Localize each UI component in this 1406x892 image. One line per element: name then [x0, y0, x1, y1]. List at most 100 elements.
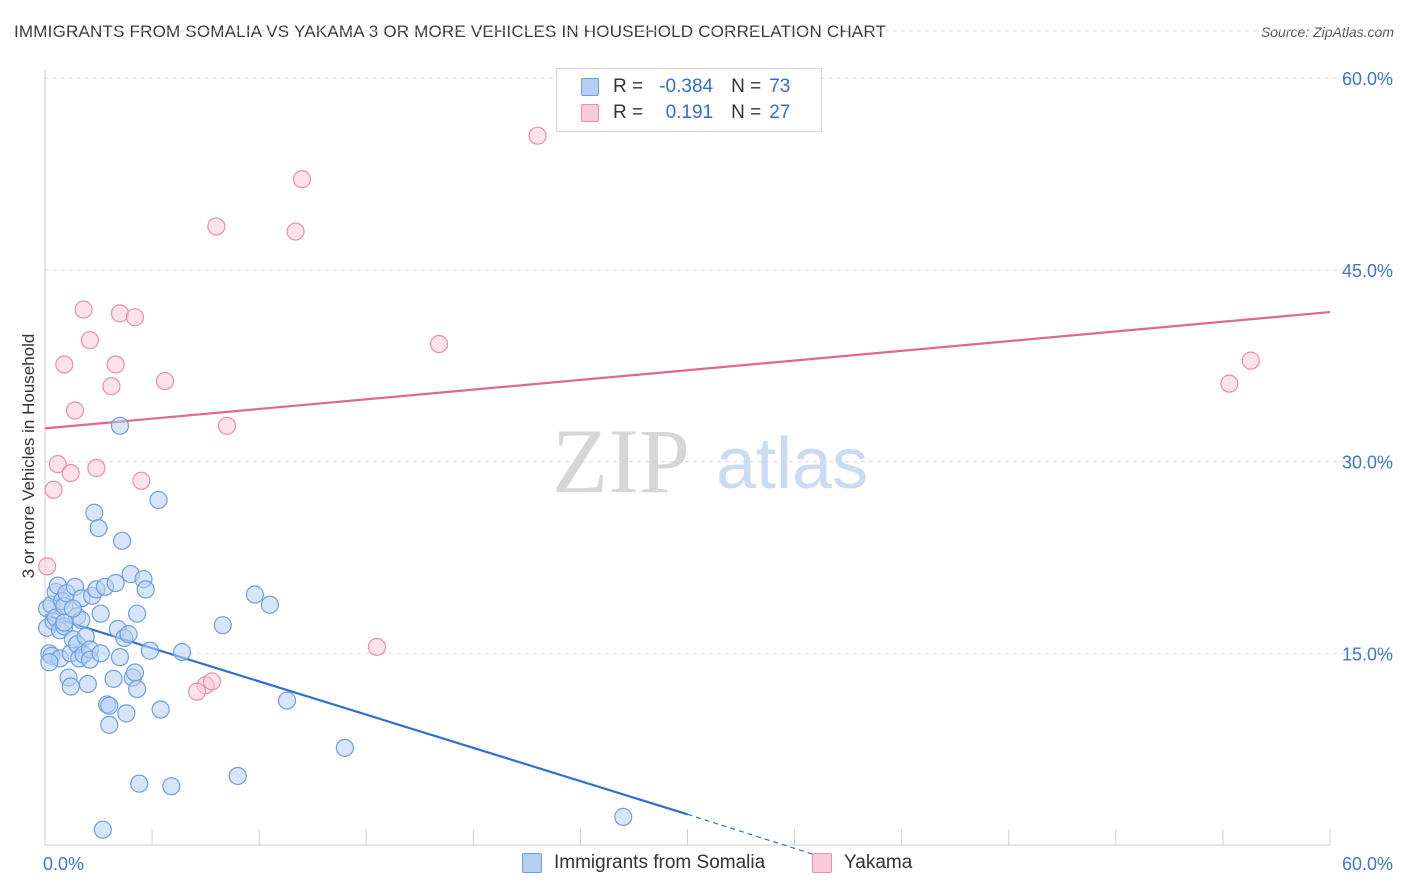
y-tick-label: 30.0%	[1342, 453, 1393, 473]
watermark: ZIP atlas	[552, 410, 868, 512]
point-yakama	[286, 222, 305, 241]
point-yakama	[367, 637, 387, 657]
point-yakama	[1220, 374, 1239, 393]
point-somalia	[136, 580, 155, 599]
point-yakama	[48, 455, 67, 474]
y-tick-label: 45.0%	[1342, 261, 1393, 281]
point-yakama	[155, 371, 175, 391]
y-axis-label: 3 or more Vehicles in Household	[19, 334, 38, 579]
point-yakama	[132, 471, 151, 490]
point-somalia	[117, 704, 136, 723]
point-somalia	[151, 700, 170, 719]
point-yakama	[202, 672, 222, 691]
legend-row-somalia: R = -0.384 N = 73	[581, 75, 790, 99]
point-somalia	[104, 669, 123, 688]
point-yakama	[429, 334, 449, 354]
point-somalia	[277, 691, 297, 710]
point-somalia	[93, 820, 112, 839]
point-somalia	[119, 625, 138, 644]
point-yakama	[80, 331, 100, 350]
legend-n-label: N =	[731, 102, 762, 123]
point-yakama	[44, 480, 63, 499]
series-legend: Immigrants from Somalia Yakama	[0, 852, 1406, 878]
point-somalia	[55, 613, 74, 632]
point-somalia	[213, 616, 232, 635]
trend-line	[44, 310, 1331, 430]
axes	[44, 70, 1331, 846]
point-somalia	[127, 679, 147, 699]
legend-swatch-blue	[522, 853, 542, 873]
point-yakama	[87, 458, 106, 478]
point-somalia	[335, 738, 354, 757]
point-somalia	[127, 604, 147, 623]
correlation-legend: R = -0.384 N = 73 R = 0.191 N = 27	[556, 68, 822, 132]
y-tick-label: 60.0%	[1342, 69, 1393, 89]
point-yakama	[55, 355, 74, 374]
legend-swatch-pink	[581, 104, 599, 122]
point-somalia	[91, 644, 110, 663]
legend-n-value: 73	[769, 76, 791, 97]
point-somalia	[89, 518, 108, 538]
point-somalia	[260, 595, 279, 614]
trend-line-extension	[687, 813, 817, 856]
point-somalia	[172, 642, 192, 662]
legend-series-name: Immigrants from Somalia	[554, 852, 766, 873]
legend-r-value: 0.191	[665, 102, 714, 123]
point-yakama	[65, 401, 85, 420]
chart-title: IMMIGRANTS FROM SOMALIA VS YAKAMA 3 OR M…	[14, 22, 887, 41]
point-somalia	[110, 648, 130, 667]
legend-series-name: Yakama	[844, 852, 913, 873]
point-yakama	[102, 377, 121, 396]
legend-n-label: N =	[731, 76, 762, 97]
point-somalia	[100, 696, 119, 715]
x-tick-label: 0.0%	[43, 854, 84, 874]
point-somalia	[85, 503, 104, 522]
legend-row-yakama: R = 0.191 N = 27	[581, 101, 790, 125]
legend-n-value: 27	[769, 102, 791, 123]
point-yakama	[217, 416, 237, 435]
grid-lines	[45, 30, 1392, 654]
point-somalia	[91, 604, 110, 623]
point-yakama	[61, 464, 80, 483]
point-yakama	[110, 304, 130, 323]
point-yakama	[207, 217, 226, 236]
point-somalia	[149, 490, 168, 510]
legend-item-yakama: Yakama	[812, 852, 912, 874]
data-points	[38, 126, 1260, 839]
point-somalia	[125, 663, 145, 682]
point-somalia	[112, 531, 132, 550]
point-yakama	[528, 126, 547, 145]
point-somalia	[40, 653, 59, 672]
tick-labels: 15.0% 30.0% 45.0% 60.0% 0.0% 60.0%	[43, 69, 1393, 874]
point-somalia	[140, 641, 160, 660]
point-somalia	[63, 599, 82, 618]
point-yakama	[38, 557, 57, 576]
point-yakama	[1241, 351, 1260, 370]
legend-item-somalia: Immigrants from Somalia	[522, 852, 765, 874]
point-somalia	[614, 807, 633, 826]
point-somalia	[78, 674, 97, 694]
point-somalia	[110, 416, 130, 435]
point-somalia	[106, 573, 125, 593]
legend-swatch-pink	[812, 853, 832, 873]
point-somalia	[228, 766, 247, 786]
point-somalia	[162, 777, 181, 796]
point-yakama	[74, 300, 93, 319]
source-credit: Source: ZipAtlas.com	[1260, 24, 1394, 40]
watermark-zip: ZIP	[552, 410, 690, 512]
y-tick-label: 15.0%	[1342, 644, 1393, 664]
watermark-atlas: atlas	[716, 424, 868, 504]
x-tick-label: 60.0%	[1342, 854, 1393, 874]
legend-r-label: R =	[613, 102, 644, 123]
point-yakama	[106, 355, 125, 374]
point-yakama	[125, 308, 145, 327]
point-somalia	[245, 585, 264, 604]
legend-r-value: -0.384	[659, 76, 714, 97]
point-somalia	[130, 774, 149, 793]
legend-r-label: R =	[613, 76, 644, 97]
legend-swatch-blue	[581, 78, 599, 96]
point-somalia	[100, 715, 119, 734]
point-somalia	[61, 677, 80, 696]
point-yakama	[292, 170, 312, 189]
